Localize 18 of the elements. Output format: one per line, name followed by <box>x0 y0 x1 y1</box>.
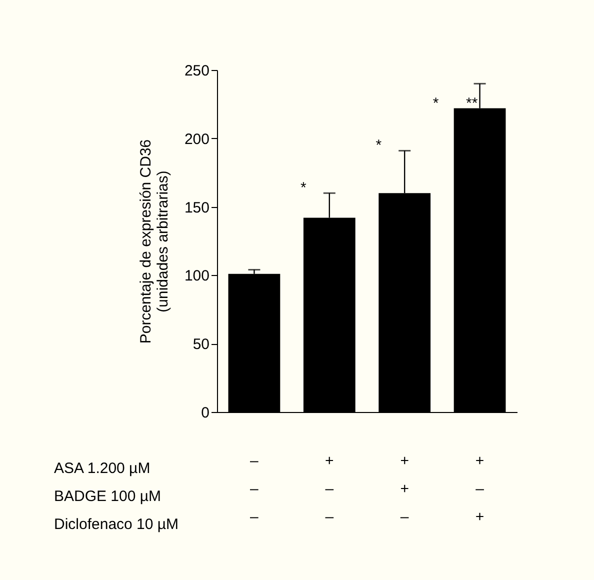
x-tick-label: + – + <box>475 452 485 526</box>
text: ASA 1.200 µM <box>54 460 150 477</box>
y-tick-label: 250 <box>184 62 210 80</box>
x-tick-label: + – – <box>325 452 334 526</box>
y-tick-label: 100 <box>184 268 210 285</box>
annotation: ** <box>466 94 478 112</box>
annotation: * <box>432 94 439 112</box>
x-tick-label: – – – <box>250 452 260 526</box>
y-tick-label: 200 <box>184 130 210 148</box>
y-tick-label: 0 <box>201 404 210 422</box>
annotation: * <box>300 180 307 197</box>
y-tick-label: 50 <box>192 336 210 354</box>
annotation: * <box>376 137 382 154</box>
text: BADGE 100 µM <box>54 488 162 505</box>
text: Diclofenaco 10 µM <box>54 516 179 533</box>
x-tick-label: + + – <box>400 452 410 526</box>
y-axis-title: Porcentaje de expresión CD36 (unidades arbitrarias) <box>137 139 172 344</box>
y-tick-label: 150 <box>184 199 210 216</box>
